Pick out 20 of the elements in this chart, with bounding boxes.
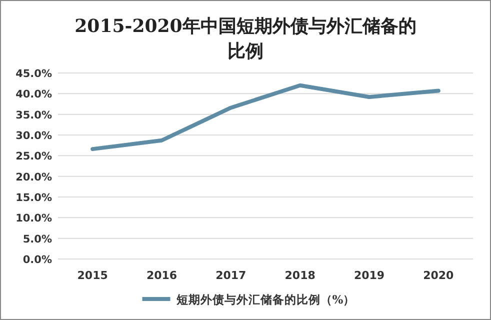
y-tick-label: 5.0%: [22, 233, 52, 246]
y-tick-label: 10.0%: [16, 212, 52, 225]
legend: 短期外债与外汇储备的比例（%）: [142, 292, 356, 306]
y-tick-label: 40.0%: [16, 88, 52, 101]
y-tick-label: 20.0%: [16, 171, 52, 184]
title: 2015-2020年中国短期外债与外汇储备的比例: [74, 16, 416, 62]
x-tick-label: 2020: [423, 269, 454, 282]
y-tick-label: 30.0%: [16, 130, 52, 142]
x-tick-label: 2019: [354, 269, 385, 282]
legend-label: 短期外债与外汇储备的比例（%）: [175, 292, 356, 306]
y-tick-label: 45.0%: [16, 68, 52, 80]
x-tick-label: 2018: [284, 269, 316, 282]
x-tick-label: 2017: [216, 269, 246, 282]
x-tick-label: 2015: [77, 269, 108, 282]
y-tick-label: 15.0%: [16, 192, 52, 204]
y-tick-label: 25.0%: [16, 150, 52, 163]
line-series: [90, 83, 440, 152]
x-tick-label: 2016: [146, 269, 178, 282]
y-tick-label: 35.0%: [16, 109, 52, 122]
y-tick-label: 0.0%: [22, 254, 52, 266]
